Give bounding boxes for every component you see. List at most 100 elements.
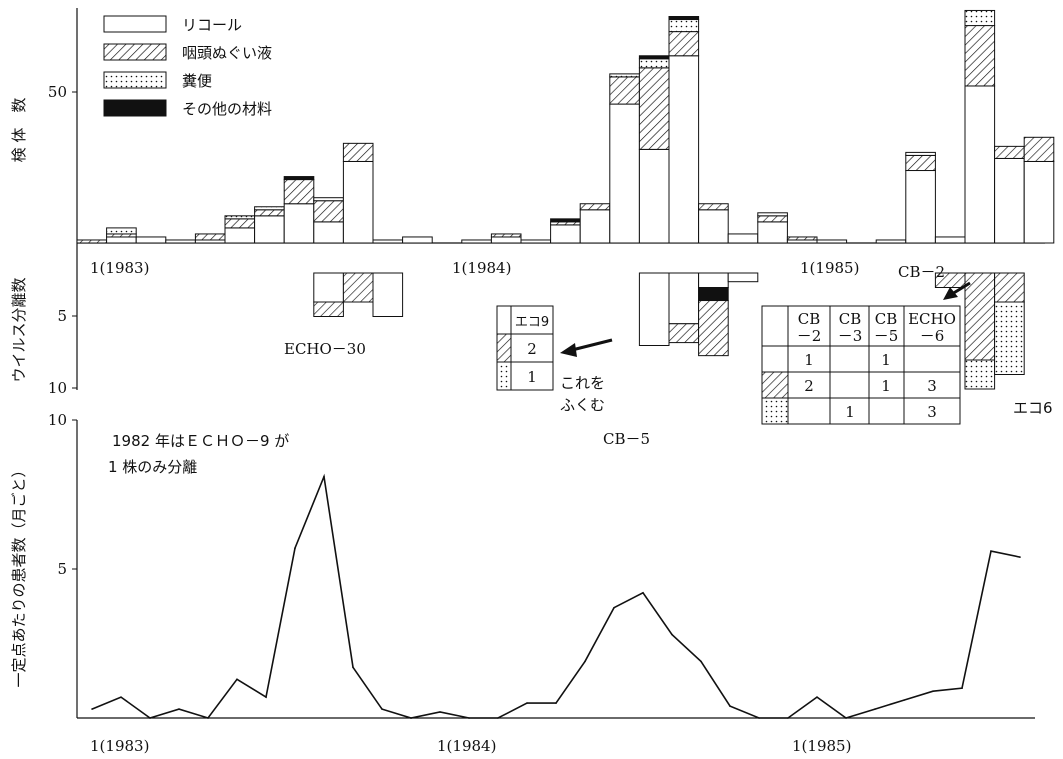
isolation-recall-segment [698,272,729,288]
other-material-segment [283,176,315,181]
legend-label-stool: 糞便 [182,72,212,90]
line-point [816,696,818,698]
isolation-throat-swab-segment [994,272,1025,303]
line-point [207,717,209,719]
annotation-cb5: CB－5 [603,430,650,448]
recall-segment [668,55,700,244]
line-point [497,717,499,719]
recall-segment [550,224,581,244]
stool-segment [106,227,137,235]
legend-swatch-other [103,99,167,117]
throat-swab-segment [638,67,670,150]
recall-segment [135,236,167,244]
throat-swab-segment [76,239,108,244]
recall-segment [106,236,137,244]
top-xlabel-1983: 1(1983) [90,259,149,277]
table-header-cb2: CB [798,310,821,328]
bottom-xlabel-1985: 1(1985) [792,737,851,755]
legend-label-throat: 咽頭ぬぐい液 [182,44,272,62]
table-cell: 1 [804,351,814,369]
throat-swab-segment [964,25,996,87]
note-line-1: 1982 年はＥＣＨＯ－9 が [112,432,289,450]
isolation-recall-segment [372,272,404,317]
recall-segment [934,236,966,244]
throat-swab-segment [786,236,818,241]
table-cell: 1 [845,403,855,421]
annotation-koreo: これを [560,374,605,392]
specimen-bars [76,9,1055,244]
small-table-header: エコ9 [515,315,549,330]
line-point [555,702,557,704]
stool-segment [313,197,344,202]
recall-segment [816,239,848,244]
bottom-ylabel: 一定点あたりの患者数（月ごと） [10,462,28,687]
throat-swab-segment [609,76,640,105]
table-header-echo6-sub: －6 [920,327,945,345]
line-point [874,708,876,710]
ytick-10: 10 [48,379,67,397]
recall-segment [1023,160,1055,244]
stool-segment [609,73,640,78]
bottom-xlabel-1983: 1(1983) [90,737,149,755]
arrow-down [943,281,971,300]
line-point [642,592,644,594]
isolation-throat-swab-segment [313,301,344,317]
throat-swab-segment [757,215,788,223]
annotation-cb2: CB－2 [898,263,945,281]
isolation-throat-swab-segment [698,300,729,357]
legend-label-other: その他の材料 [182,100,272,118]
recall-segment [964,85,996,244]
line-point [729,705,731,707]
isolation-recall-segment [668,272,700,325]
stool-segment [224,215,256,220]
stool-segment [254,206,285,211]
recall-segment [283,203,315,244]
throat-swab-segment [194,233,226,241]
line-point [91,708,93,710]
small-table: エコ9 2 1 [496,305,554,391]
line-point [787,717,789,719]
table-header-echo6: ECHO [908,310,956,328]
note-line-2: 1 株のみ分離 [108,458,197,476]
table-cell: 3 [927,403,937,421]
line-point [294,547,296,549]
line-point [584,660,586,663]
throat-swab-segment [698,203,729,211]
line-point [990,550,992,552]
line-point [845,717,847,719]
ytick-5: 5 [57,307,67,325]
bottom-ytick-10: 10 [48,411,67,429]
annotation-fukumu: ふくむ [560,396,605,414]
throat-swab-segment [668,31,700,57]
line-point [410,717,412,719]
line-point [613,606,615,609]
line-point [120,696,122,698]
recall-segment [313,221,344,244]
small-table-value: 1 [527,368,537,386]
line-point [352,666,354,669]
table-cell: 1 [881,351,891,369]
top-xlabel-1985: 1(1985) [800,259,859,277]
ylabel-top: 検 体 数 [10,98,28,163]
recall-segment [520,239,552,244]
ylabel-isolates: ウイルス分離数 [10,277,28,382]
ytick-50: 50 [48,83,67,101]
throat-swab-segment [224,218,256,229]
other-material-segment [550,218,581,223]
line-point [149,717,151,719]
small-table-value: 2 [527,340,537,358]
patient-line [91,473,1021,719]
stool-segment [668,19,700,33]
throat-swab-segment [490,233,522,238]
stool-segment [905,151,936,156]
line-point [468,717,470,719]
recall-segment [609,103,640,244]
line-point [903,699,905,701]
line-point [758,717,760,719]
throat-swab-segment [342,142,374,162]
table-cell: 1 [881,377,891,395]
bottom-xlabel-1984: 1(1984) [437,737,496,755]
line-point [236,678,238,681]
